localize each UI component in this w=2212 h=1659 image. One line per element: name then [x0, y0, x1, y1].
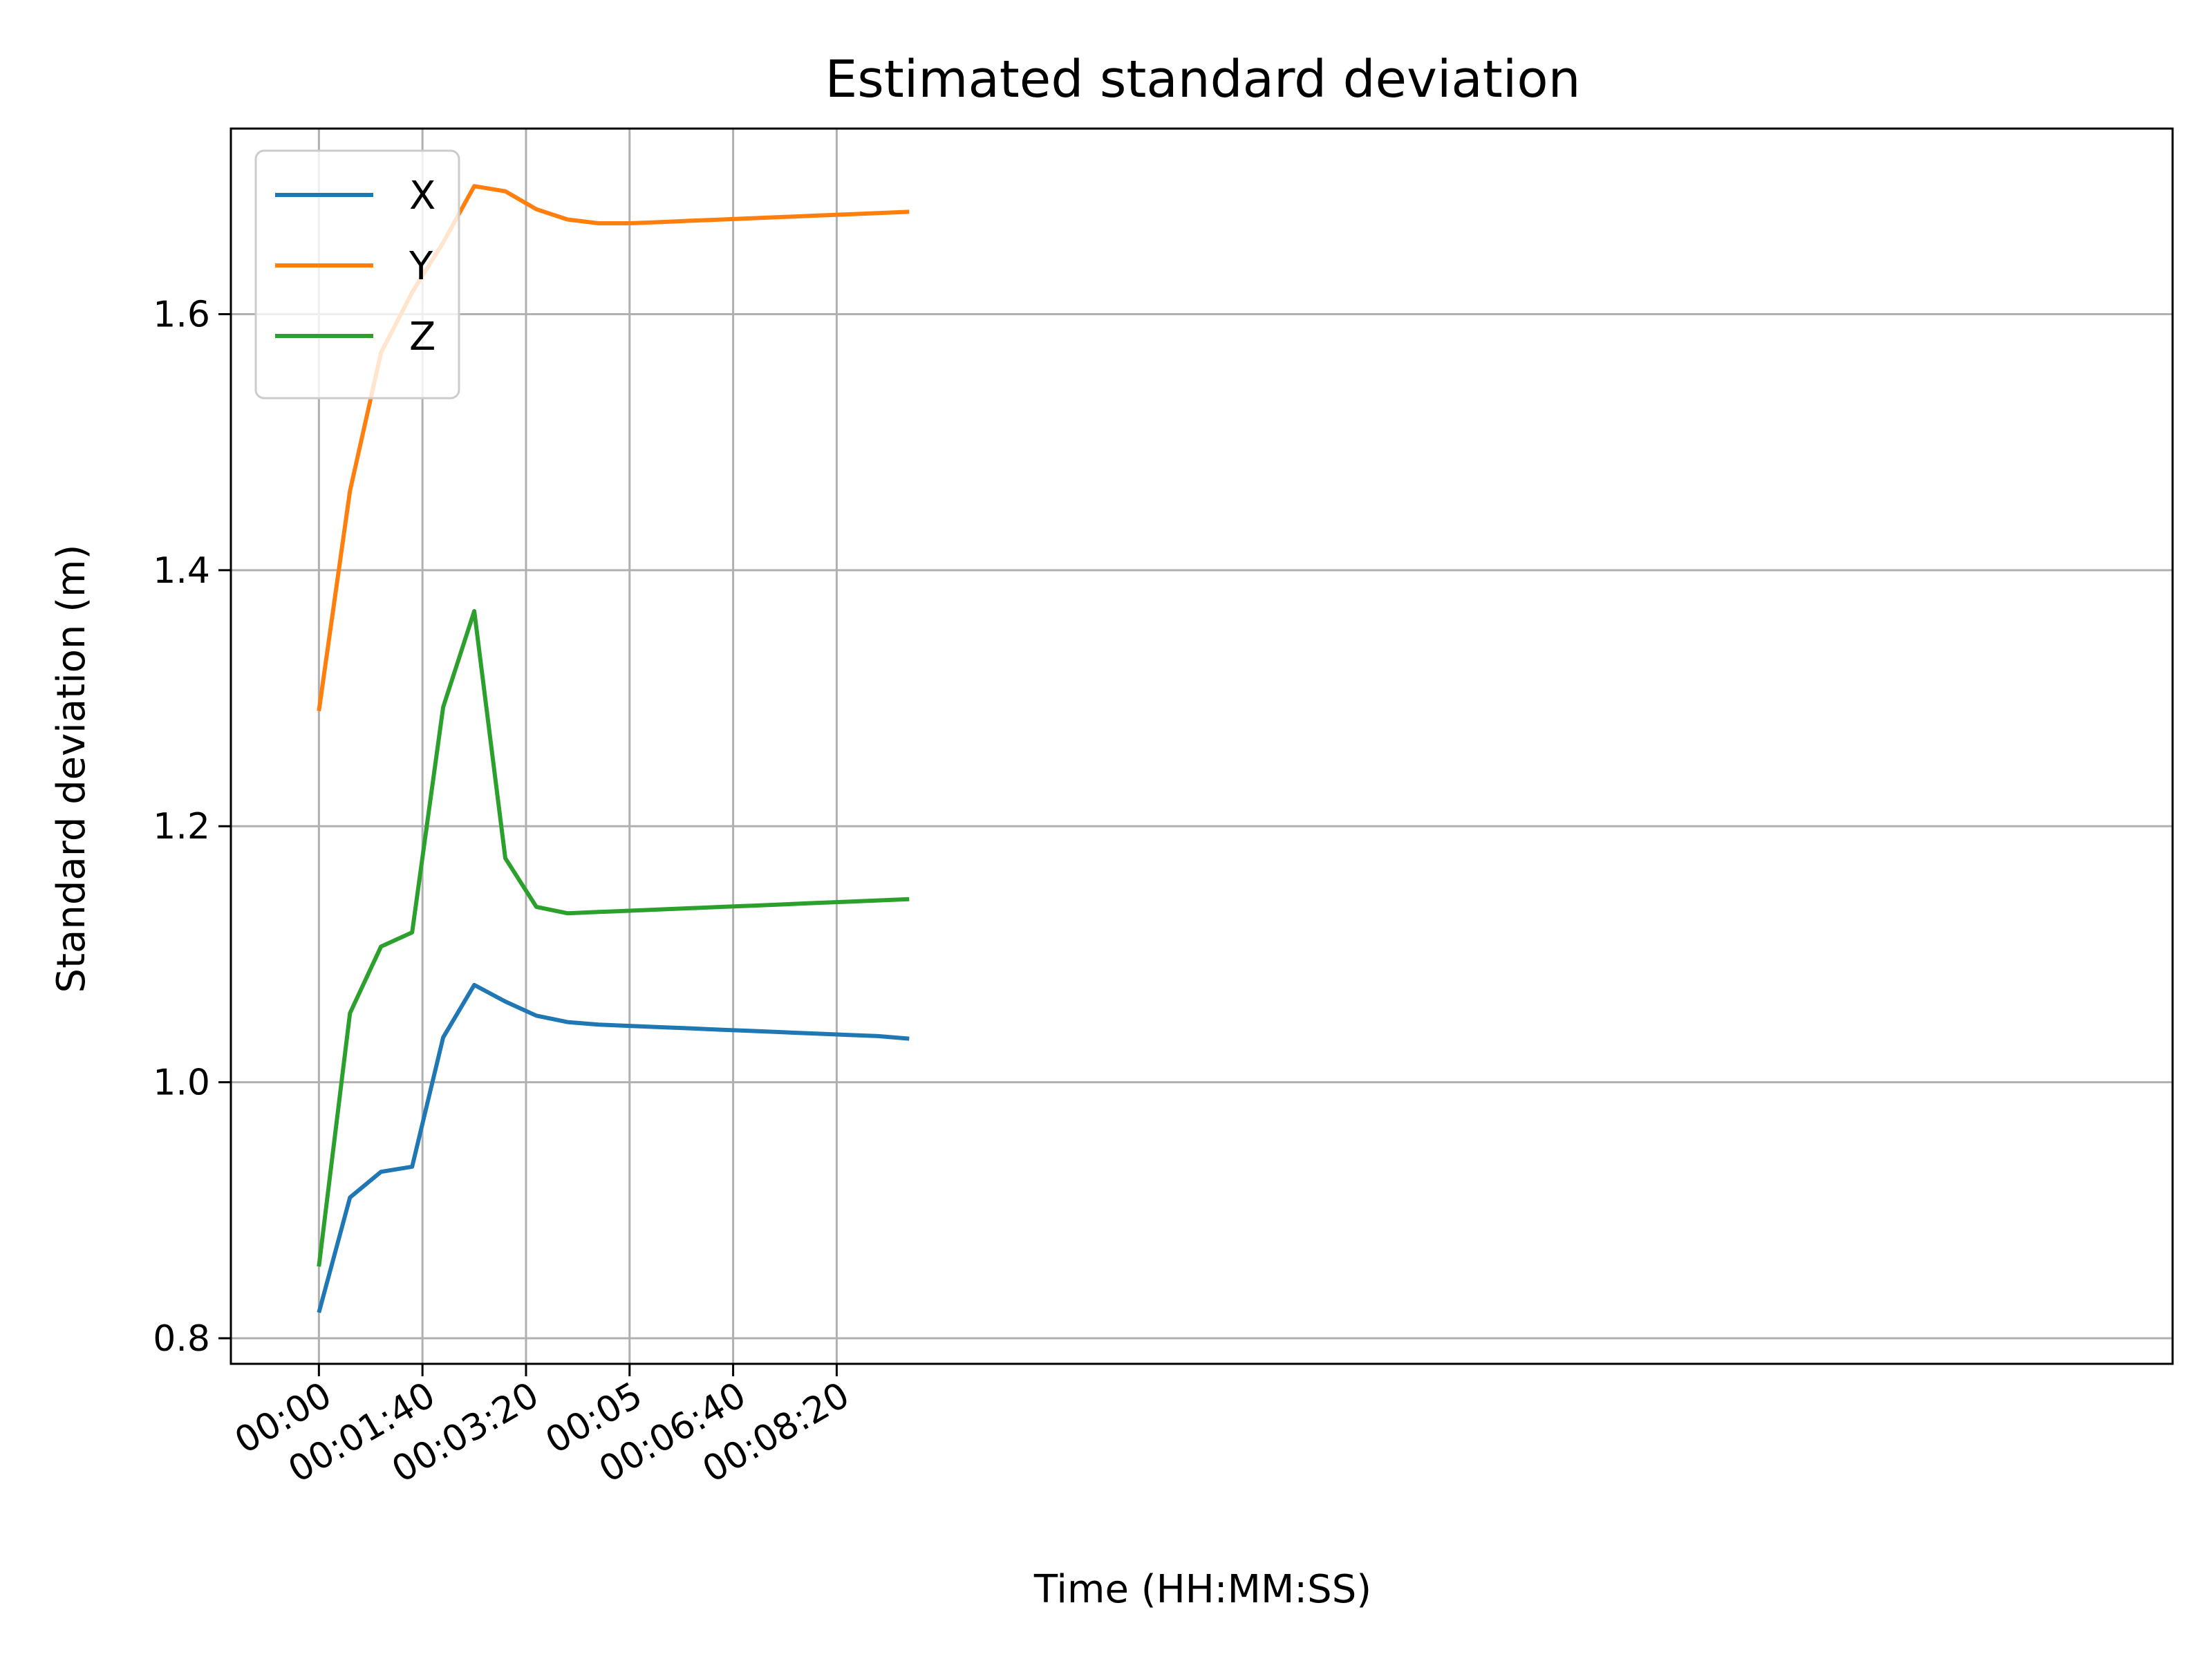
series-line-z: [317, 609, 910, 1267]
plot-frame: [229, 127, 2174, 1365]
legend-label-z: Z: [409, 315, 435, 359]
y-axis-label: Standard deviation (m): [49, 545, 94, 993]
grid: [231, 129, 2173, 1364]
legend-label-y: Y: [409, 244, 433, 289]
y-tick-label: 1.2: [153, 806, 210, 847]
y-tick-label: 1.0: [153, 1062, 210, 1104]
series-line-x: [317, 982, 910, 1313]
legend: XYZ: [254, 149, 460, 400]
legend-label-x: X: [409, 174, 435, 218]
chart-title: Estimated standard deviation: [825, 50, 1580, 109]
y-axis: 0.8 1.0 1.2 1.4 1.6: [153, 294, 231, 1360]
x-axis-label: Time (HH:MM:SS): [1033, 1567, 1371, 1612]
y-tick-label: 0.8: [153, 1318, 210, 1360]
y-tick-label: 1.6: [153, 294, 210, 336]
y-tick-label: 1.4: [153, 550, 210, 592]
